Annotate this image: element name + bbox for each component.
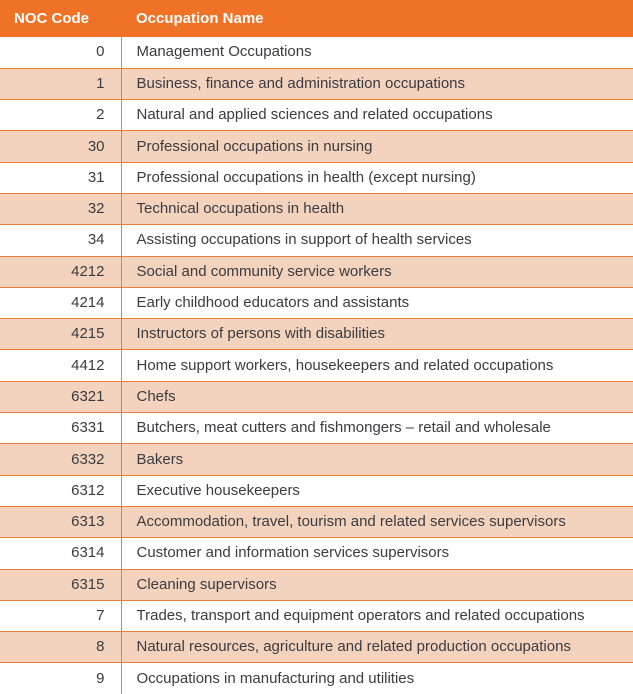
table-row: 30 Professional occupations in nursing [0,130,633,163]
occupation-name-column-header: Occupation Name [121,0,633,37]
noc-code-cell: 4215 [0,318,121,350]
occupation-name-cell: Butchers, meat cutters and fishmongers –… [120,412,633,444]
table-row: 8 Natural resources, agriculture and rela… [0,631,633,663]
noc-code-cell: 6332 [0,443,121,476]
occupation-name-cell: Cleaning supervisors [120,568,633,601]
occupation-name-cell: Executive housekeepers [120,474,633,507]
table-row: 4215 Instructors of persons with disabili… [0,318,633,350]
noc-code-cell: 34 [0,224,121,257]
occupation-name-cell: Chefs [120,380,633,413]
noc-code-cell: 30 [0,130,121,163]
table-row: 4214 Early childhood educators and assist… [0,286,633,319]
occupation-name-cell: Technical occupations in health [120,192,633,225]
noc-code-cell: 6312 [0,474,121,507]
table-row: 34 Assisting occupations in support of he… [0,224,633,257]
occupation-name-cell: Customer and information services superv… [120,537,633,570]
noc-code-column-header: NOC Code [0,0,121,37]
table-header: NOC Code Occupation Name [0,0,633,37]
noc-code-cell: 1 [0,67,121,100]
table-row: 1 Business, finance and administration oc… [0,67,633,100]
occupation-name-cell: Assisting occupations in support of heal… [120,224,633,257]
table-body: 0 Management Occupations 1 Business, financ… [0,37,633,694]
table-row: 2 Natural and applied sciences and relate… [0,99,633,131]
occupation-name-cell: Management Occupations [120,37,633,69]
occupation-name-cell: Accommodation, travel, tourism and relat… [120,505,633,538]
occupation-name-cell: Early childhood educators and assistants [120,286,633,319]
occupation-name-cell: Occupations in manufacturing and utiliti… [120,662,633,694]
table-row: 6332 Bakers [0,443,633,476]
occupation-name-cell: Professional occupations in nursing [120,130,633,163]
occupation-name-cell: Natural and applied sciences and related… [120,99,633,131]
occupation-name-cell: Professional occupations in health (exce… [120,161,633,194]
noc-code-cell: 7 [0,599,121,632]
table-header-row: NOC Code Occupation Name [0,0,633,37]
noc-code-cell: 8 [0,631,121,663]
table-row: 0 Management Occupations [0,37,633,69]
table-row: 4212 Social and community service workers [0,255,633,288]
table-row: 31 Professional occupations in health (ex… [0,161,633,194]
noc-code-cell: 6331 [0,412,121,444]
occupation-name-cell: Trades, transport and equipment operator… [120,599,633,632]
table-row: 6315 Cleaning supervisors [0,568,633,601]
table-row: 9 Occupations in manufacturing and utilit… [0,662,633,694]
occupation-name-cell: Social and community service workers [120,255,633,288]
table-row: 4412 Home support workers, housekeepers a… [0,349,633,382]
occupation-name-cell: Bakers [120,443,633,476]
noc-code-cell: 4214 [0,286,121,319]
table-row: 6331 Butchers, meat cutters and fishmonge… [0,412,633,444]
table-row: 6321 Chefs [0,380,633,413]
table-row: 7 Trades, transport and equipment operato… [0,599,633,632]
occupation-name-cell: Natural resources, agriculture and relat… [120,631,633,663]
noc-code-cell: 9 [0,662,121,694]
table-row: 6312 Executive housekeepers [0,474,633,507]
noc-code-cell: 2 [0,99,121,131]
occupation-name-cell: Instructors of persons with disabilities [120,318,633,350]
noc-code-cell: 4412 [0,349,121,382]
noc-code-cell: 6313 [0,505,121,538]
noc-code-cell: 31 [0,161,121,194]
table-row: 6313 Accommodation, travel, tourism and r… [0,505,633,538]
noc-code-cell: 0 [96,43,105,61]
occupation-name-cell: Business, finance and administration occ… [120,67,633,100]
noc-code-cell: 6315 [0,568,121,601]
occupation-name-cell: Home support workers, housekeepers and r… [120,349,633,382]
table-row: 32 Technical occupations in health [0,192,633,225]
noc-code-cell: 6321 [0,380,121,413]
table-row: 6314 Customer and information services su… [0,537,633,570]
noc-code-cell: 6314 [0,537,121,570]
noc-code-cell: 4212 [0,255,121,288]
noc-code-cell: 32 [0,192,121,225]
